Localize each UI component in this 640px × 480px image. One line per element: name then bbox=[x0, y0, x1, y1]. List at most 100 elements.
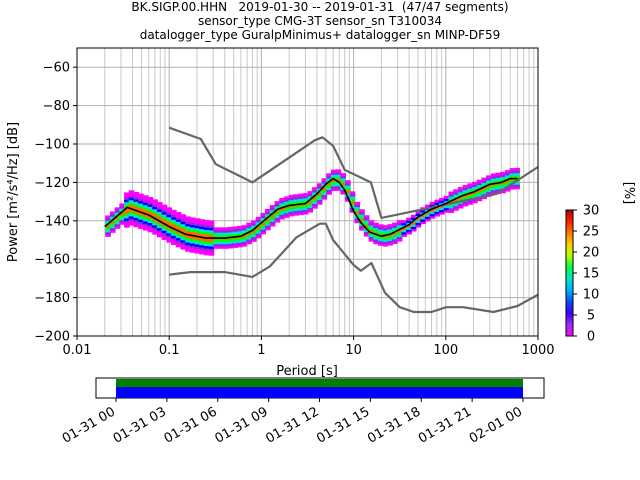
density-cell bbox=[279, 209, 285, 213]
density-cell bbox=[504, 170, 511, 174]
density-cell bbox=[227, 243, 234, 247]
density-cell bbox=[147, 203, 154, 207]
psd-density bbox=[105, 167, 520, 256]
density-cell bbox=[142, 211, 149, 215]
density-cell bbox=[476, 198, 483, 202]
density-cell bbox=[199, 246, 205, 250]
density-cell bbox=[429, 208, 436, 212]
density-cell bbox=[354, 213, 361, 217]
density-cell bbox=[185, 223, 191, 227]
density-cell bbox=[194, 229, 201, 233]
density-cell bbox=[171, 228, 177, 232]
density-cell bbox=[500, 178, 506, 182]
density-cell bbox=[382, 229, 389, 233]
density-cell bbox=[128, 194, 135, 198]
density-cell bbox=[302, 206, 309, 210]
density-cell bbox=[133, 212, 140, 216]
density-cell bbox=[335, 185, 342, 189]
density-cell bbox=[462, 189, 469, 193]
density-cell bbox=[175, 223, 182, 227]
density-cell bbox=[307, 195, 314, 199]
y-tick-label: −120 bbox=[34, 176, 70, 191]
density-cell bbox=[486, 184, 492, 188]
density-cell bbox=[349, 202, 356, 206]
density-cell bbox=[429, 201, 436, 205]
density-cell bbox=[109, 229, 116, 233]
density-cell bbox=[138, 193, 144, 197]
density-cell bbox=[171, 230, 177, 234]
density-cell bbox=[283, 196, 290, 200]
density-cell bbox=[147, 208, 154, 212]
density-cell bbox=[340, 175, 346, 179]
density-cell bbox=[175, 212, 182, 216]
density-cell bbox=[218, 238, 224, 242]
density-cell bbox=[283, 212, 290, 216]
density-cell bbox=[312, 187, 318, 191]
density-cell bbox=[359, 216, 365, 220]
plot-frame bbox=[76, 47, 539, 337]
density-cell bbox=[448, 191, 455, 195]
density-cell bbox=[392, 234, 398, 238]
density-cell bbox=[349, 200, 356, 204]
density-cell bbox=[109, 211, 116, 215]
density-cell bbox=[283, 214, 290, 218]
density-cell bbox=[382, 241, 389, 245]
density-cell bbox=[424, 211, 431, 215]
density-cell bbox=[142, 195, 149, 199]
density-cell bbox=[142, 218, 149, 222]
density-cell bbox=[302, 197, 309, 201]
density-cell bbox=[345, 198, 351, 202]
density-cell bbox=[227, 227, 234, 231]
density-cell bbox=[156, 231, 163, 235]
density-cell bbox=[439, 207, 445, 211]
colorbar-tick-label: 0 bbox=[587, 330, 595, 345]
density-cell bbox=[359, 213, 365, 217]
density-cell bbox=[175, 232, 182, 236]
density-cell bbox=[180, 230, 187, 234]
colorbar-tick-label: 20 bbox=[583, 246, 600, 261]
density-cell bbox=[302, 204, 309, 208]
density-cell bbox=[490, 184, 497, 188]
density-cell bbox=[133, 191, 140, 195]
density-cell bbox=[302, 193, 309, 197]
density-cell bbox=[189, 235, 196, 239]
density-cell bbox=[514, 186, 520, 190]
density-cell bbox=[114, 207, 121, 211]
density-cell bbox=[340, 177, 346, 181]
colorbar-label: [%] bbox=[621, 182, 636, 205]
density-cell bbox=[166, 230, 172, 234]
density-cell bbox=[227, 238, 234, 242]
density-cell bbox=[373, 227, 379, 231]
density-cell bbox=[321, 178, 328, 182]
density-cell bbox=[490, 175, 497, 179]
density-cell bbox=[255, 216, 262, 220]
density-cell bbox=[255, 228, 262, 232]
density-cell bbox=[152, 231, 158, 235]
density-cell bbox=[109, 220, 116, 224]
density-cell bbox=[307, 207, 314, 211]
density-cell bbox=[298, 209, 304, 213]
density-cell bbox=[382, 225, 389, 229]
density-cell bbox=[439, 211, 445, 215]
density-cell bbox=[387, 231, 393, 235]
density-cell bbox=[293, 198, 299, 202]
density-cell bbox=[500, 190, 506, 194]
density-cell bbox=[236, 242, 243, 246]
density-cell bbox=[128, 215, 135, 219]
density-cell bbox=[476, 191, 483, 195]
density-cell bbox=[189, 226, 196, 230]
density-cell bbox=[255, 219, 262, 223]
density-cell bbox=[302, 200, 309, 204]
density-cell bbox=[345, 191, 351, 195]
density-cell bbox=[349, 198, 356, 202]
density-cell bbox=[345, 189, 351, 193]
density-cell bbox=[269, 223, 276, 227]
density-cell bbox=[382, 243, 389, 247]
density-cell bbox=[326, 177, 332, 181]
density-cell bbox=[133, 198, 140, 202]
density-cell bbox=[109, 213, 116, 217]
density-cell bbox=[392, 231, 398, 235]
density-cell bbox=[171, 237, 177, 241]
density-cell bbox=[260, 212, 267, 216]
density-cell bbox=[453, 191, 459, 195]
